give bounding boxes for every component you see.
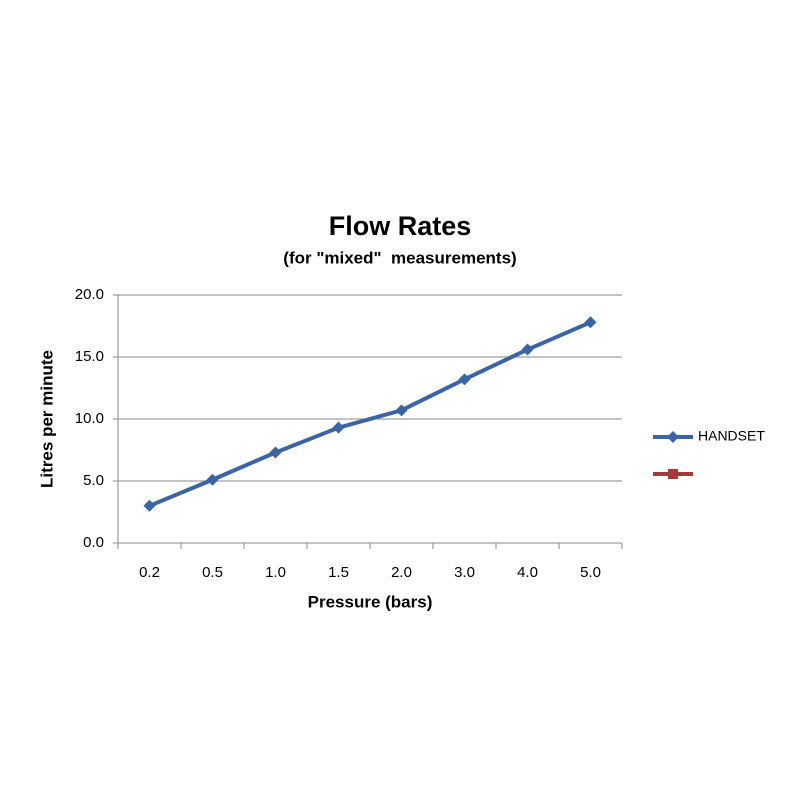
y-tick-label: 15.0 [75, 348, 104, 365]
marker [143, 499, 156, 512]
marker [269, 446, 282, 459]
y-tick-label: 5.0 [83, 472, 104, 489]
y-tick-label: 0.0 [83, 534, 104, 551]
x-tick-label: 1.5 [328, 564, 349, 581]
x-tick-label: 0.2 [139, 564, 160, 581]
x-tick-label: 5.0 [580, 564, 601, 581]
series-line [148, 320, 592, 508]
x-tick-label: 2.0 [391, 564, 412, 581]
marker [668, 469, 678, 479]
marker [395, 404, 408, 417]
y-axis-title: Litres per minute [37, 350, 56, 488]
x-tick-label: 1.0 [265, 564, 286, 581]
legend-label: HANDSET [698, 428, 765, 444]
marker [206, 473, 219, 486]
marker [458, 373, 471, 386]
x-axis-title: Pressure (bars) [308, 592, 433, 611]
marker [521, 343, 534, 356]
y-tick-label: 10.0 [75, 410, 104, 427]
x-tick-label: 3.0 [454, 564, 475, 581]
marker [332, 421, 345, 434]
marker [584, 316, 597, 329]
x-tick-label: 0.5 [202, 564, 223, 581]
chart-subtitle: (for "mixed" measurements) [283, 248, 516, 267]
chart-title: Flow Rates [329, 211, 472, 241]
x-tick-label: 4.0 [517, 564, 538, 581]
y-tick-label: 20.0 [75, 286, 104, 303]
marker [667, 431, 679, 443]
